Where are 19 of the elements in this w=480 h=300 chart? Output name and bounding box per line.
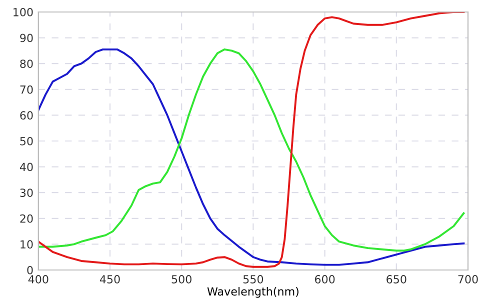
x-tick-label: 400 xyxy=(28,275,48,284)
x-axis-title: Wavelength(nm) xyxy=(207,287,298,298)
x-tick-label: 650 xyxy=(386,275,406,284)
y-tick-label: 60 xyxy=(20,111,33,120)
x-tick-label: 550 xyxy=(243,275,264,284)
x-tick-label: 450 xyxy=(100,275,120,284)
y-tick-label: 50 xyxy=(20,136,33,146)
y-tick-label: 70 xyxy=(20,85,33,94)
x-tick-label: 600 xyxy=(314,275,335,284)
y-tick-label: 80 xyxy=(20,60,33,68)
y-tick-label: 90 xyxy=(20,34,33,42)
x-tick-label: 700 xyxy=(458,275,478,284)
y-tick-label: 0 xyxy=(27,266,33,274)
y-tick-label: 100 xyxy=(14,8,33,16)
y-tick-label: 20 xyxy=(20,214,33,223)
y-tick-label: 40 xyxy=(20,162,33,172)
y-tick-label: 30 xyxy=(20,188,33,197)
y-tick-label: 10 xyxy=(20,240,33,249)
x-tick-label: 500 xyxy=(172,275,192,284)
